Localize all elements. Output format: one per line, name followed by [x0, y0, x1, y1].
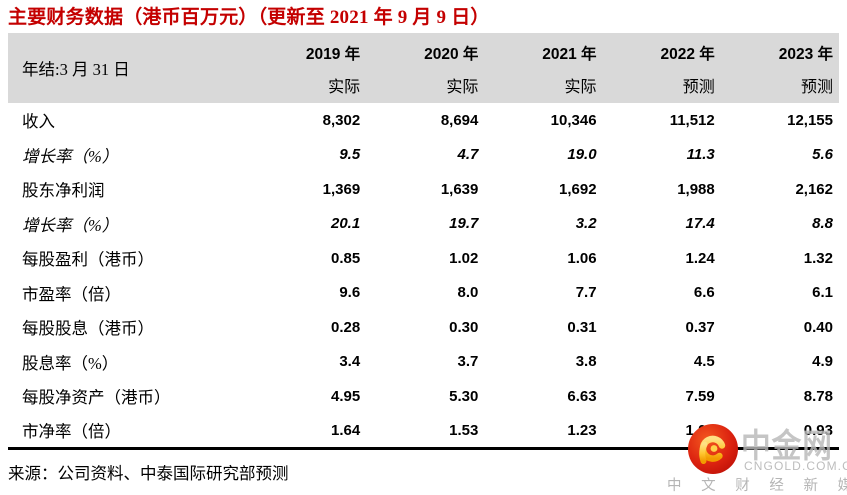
cell-value: 1.32 — [803, 249, 833, 267]
watermark-brand-name: 中金网 — [741, 429, 833, 465]
cell-value: 4.9 — [812, 353, 833, 371]
column-type: 实际 — [328, 78, 361, 96]
cell-value: 10,346 — [550, 111, 597, 129]
column-type: 预测 — [682, 78, 715, 96]
cell-value: 7.59 — [685, 387, 715, 405]
financial-data-table: 年结:3 月 31 日 2019 年实际 2020 年实际 2021 年实际 2022… — [8, 33, 839, 450]
column-year: 2020 年 — [424, 45, 479, 63]
cell-value: 4.5 — [693, 353, 715, 371]
table-row: 股息率（%） 3.4 3.7 3.8 4.5 4.9 — [8, 345, 839, 380]
cell-value: 1,988 — [677, 180, 715, 198]
column-type: 实际 — [446, 78, 479, 96]
row-label: 每股股息（港币） — [22, 319, 154, 339]
table-row: 市净率（倍）1.641.531.231.070.93 — [8, 414, 839, 449]
cell-value: 8.78 — [803, 387, 833, 405]
cell-value: 3.4 — [339, 353, 361, 371]
cell-value: 6.63 — [567, 387, 597, 405]
cell-value: 4.7 — [457, 146, 479, 164]
table-row: 每股净资产（港币） 4.95 5.30 6.63 7.59 8.78 — [8, 379, 839, 414]
table-row: 收入 8,302 8,694 10,346 11,512 12,155 — [8, 103, 839, 138]
cell-value: 0.93 — [803, 421, 833, 439]
cell-value: 19.7 — [449, 215, 479, 233]
cell-value: 0.30 — [449, 318, 479, 336]
table-row: 增长率（%） 9.5 4.7 19.0 11.3 5.6 — [8, 138, 839, 173]
cell-value: 1.53 — [449, 421, 479, 439]
cell-value: 8.0 — [457, 284, 479, 302]
cell-value: 1.64 — [330, 421, 361, 439]
watermark-domain: CNGOLD.COM.CN — [744, 459, 847, 473]
page-title: 主要财务数据（港币百万元）（更新至 2021 年 9 月 9 日） — [8, 7, 490, 28]
cell-value: 3.7 — [457, 353, 479, 371]
cell-value: 2,162 — [795, 180, 833, 198]
cell-value: 9.6 — [339, 284, 361, 302]
cell-value: 6.6 — [693, 284, 715, 302]
source-note: 来源：公司资料、中泰国际研究部预测 — [8, 464, 289, 483]
cell-value: 4.95 — [330, 387, 361, 405]
row-label: 市盈率（倍） — [22, 284, 121, 304]
cell-value: 1.02 — [449, 249, 479, 267]
cell-value: 8,302 — [322, 111, 361, 129]
table-row: 增长率（%） 20.1 19.7 3.2 17.4 8.8 — [8, 207, 839, 242]
column-year: 2021 年 — [542, 45, 597, 63]
column-year: 2022 年 — [660, 45, 715, 63]
column-header-2021: 2021 年实际 — [484, 33, 603, 103]
cell-value: 9.5 — [339, 146, 361, 164]
column-year: 2019 年 — [305, 45, 361, 63]
cell-value: 0.40 — [803, 318, 833, 336]
cell-value: 11,512 — [669, 111, 715, 129]
row-label: 每股净资产（港币） — [22, 388, 171, 408]
column-header-2020: 2020 年实际 — [366, 33, 485, 103]
row-label: 市净率（倍） — [22, 422, 121, 441]
cell-value: 1,639 — [440, 180, 479, 198]
cell-value: 19.0 — [567, 146, 597, 164]
header-row: 年结:3 月 31 日 2019 年实际 2020 年实际 2021 年实际 2022… — [8, 33, 839, 103]
column-type: 实际 — [564, 78, 597, 96]
table-body: 收入 8,302 8,694 10,346 11,512 12,155 增长率（%） 9.5 4… — [8, 103, 839, 448]
cell-value: 3.8 — [575, 353, 597, 371]
cell-value: 20.1 — [330, 215, 361, 233]
cell-value: 8,694 — [440, 111, 479, 129]
cell-value: 1,692 — [559, 180, 597, 198]
row-label: 收入 — [22, 112, 55, 132]
cell-value: 1.06 — [567, 249, 597, 267]
row-label: 股息率（%） — [22, 353, 119, 373]
table-row: 股东净利润 1,369 1,639 1,692 1,988 2,162 — [8, 172, 839, 207]
cell-value: 0.37 — [685, 318, 715, 336]
row-label: 增长率（%） — [22, 146, 119, 166]
column-header-2019: 2019 年实际 — [248, 33, 367, 103]
header-year-end-label: 年结:3 月 31 日 — [8, 33, 248, 103]
column-header-2023: 2023 年预测 — [720, 33, 839, 103]
watermark-tagline: 中 文 财 经 新 媒 体 — [667, 478, 847, 494]
column-type: 预测 — [800, 78, 833, 96]
cell-value: 6.1 — [812, 284, 833, 302]
column-header-2022: 2022 年预测 — [602, 33, 721, 103]
cell-value: 11.3 — [686, 146, 715, 164]
cell-value: 1.23 — [567, 421, 597, 439]
cell-value: 7.7 — [575, 284, 597, 302]
table-row: 每股盈利（港币） 0.85 1.02 1.06 1.24 1.32 — [8, 241, 839, 276]
cell-value: 3.2 — [575, 215, 597, 233]
cell-value: 8.8 — [812, 215, 833, 233]
cell-value: 1,369 — [322, 180, 361, 198]
row-label: 增长率（%） — [22, 215, 119, 235]
cell-value: 5.6 — [812, 146, 833, 164]
column-year: 2023 年 — [778, 45, 833, 63]
row-label: 股东净利润 — [22, 181, 105, 201]
cell-value: 12,155 — [787, 111, 833, 129]
cell-value: 0.85 — [330, 249, 361, 267]
cngold-logo-icon — [688, 424, 738, 474]
cell-value: 0.28 — [330, 318, 361, 336]
cell-value: 1.24 — [685, 249, 715, 267]
table-row: 市盈率（倍） 9.6 8.0 7.7 6.6 6.1 — [8, 276, 839, 311]
table-row: 每股股息（港币） 0.28 0.30 0.31 0.37 0.40 — [8, 310, 839, 345]
cell-value: 0.31 — [567, 318, 597, 336]
cell-value: 5.30 — [449, 387, 479, 405]
row-label: 每股盈利（港币） — [22, 250, 154, 270]
cell-value: 17.4 — [685, 215, 715, 233]
